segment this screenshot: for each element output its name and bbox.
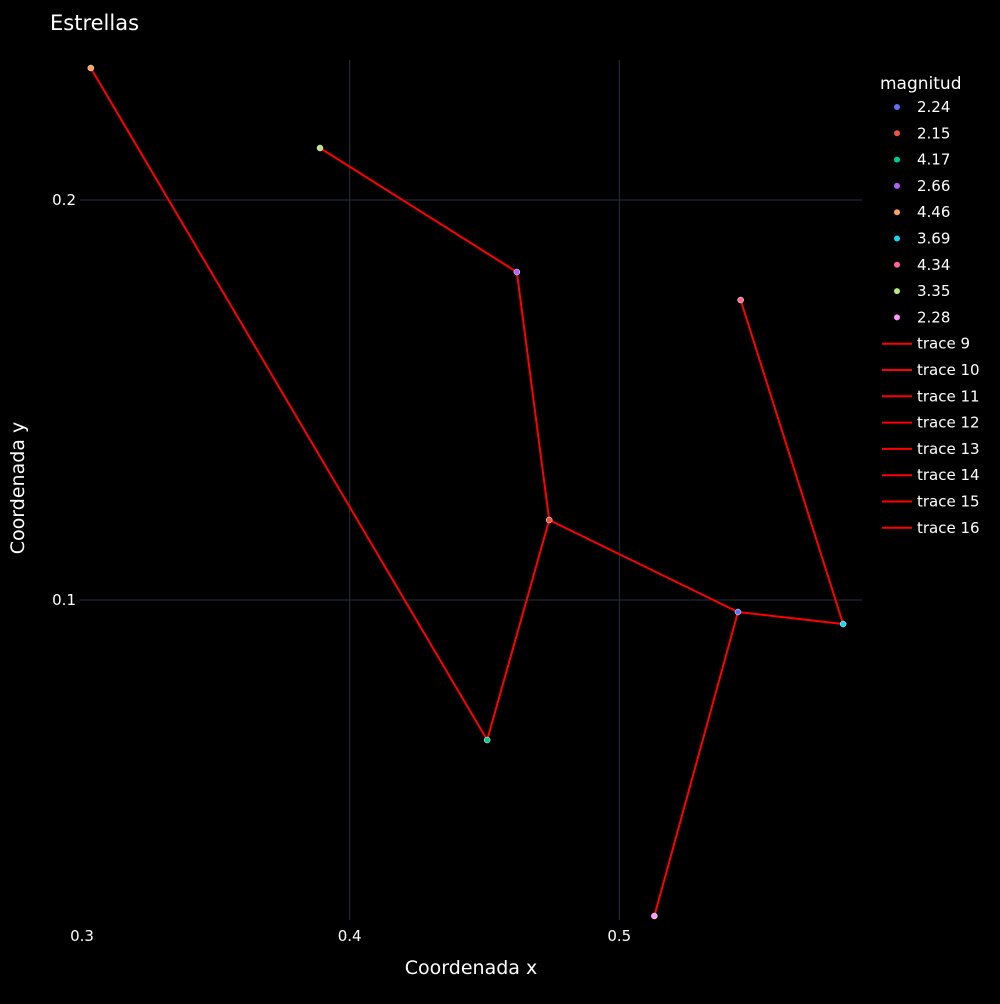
legend-item[interactable]: 2.66 bbox=[894, 177, 950, 195]
legend-item[interactable]: trace 16 bbox=[882, 519, 980, 537]
legend-label: 2.28 bbox=[917, 308, 950, 326]
trace-layer bbox=[89, 67, 845, 917]
y-tick-label: 0.1 bbox=[52, 591, 76, 609]
legend-marker bbox=[894, 130, 900, 137]
legend-label: 3.35 bbox=[917, 282, 950, 300]
legend-item[interactable]: trace 10 bbox=[882, 361, 980, 379]
legend-label: 2.24 bbox=[917, 98, 950, 116]
trace-line[interactable] bbox=[319, 147, 518, 273]
trace-line[interactable] bbox=[515, 271, 551, 521]
star-point[interactable] bbox=[545, 516, 553, 524]
legend-label: trace 10 bbox=[917, 361, 980, 379]
legend-item[interactable]: trace 9 bbox=[882, 335, 970, 353]
chart-title: Estrellas bbox=[50, 11, 139, 35]
legend-item[interactable]: 4.34 bbox=[894, 256, 950, 274]
legend-title: magnitud bbox=[880, 74, 962, 94]
legend-label: trace 15 bbox=[917, 493, 980, 511]
star-point[interactable] bbox=[483, 736, 491, 744]
legend-marker bbox=[894, 156, 900, 163]
legend-item[interactable]: trace 14 bbox=[882, 466, 980, 484]
x-axis-label: Coordenada x bbox=[405, 957, 537, 979]
legend-label: 2.15 bbox=[917, 124, 950, 142]
x-tick-label: 0.5 bbox=[607, 927, 631, 945]
legend-item[interactable]: trace 12 bbox=[882, 414, 980, 432]
y-axis-label: Coordenada y bbox=[7, 422, 29, 554]
star-point[interactable] bbox=[316, 144, 324, 152]
legend-item[interactable]: trace 15 bbox=[882, 493, 980, 511]
star-point[interactable] bbox=[734, 608, 742, 616]
legend-label: trace 9 bbox=[917, 335, 970, 353]
star-point[interactable] bbox=[839, 620, 847, 628]
legend-label: trace 13 bbox=[917, 440, 980, 458]
legend-marker bbox=[894, 182, 900, 189]
legend-marker bbox=[894, 314, 900, 321]
trace-line[interactable] bbox=[89, 67, 489, 741]
legend-item[interactable]: 4.46 bbox=[894, 203, 950, 221]
legend-label: 2.66 bbox=[917, 177, 950, 195]
legend-marker bbox=[894, 261, 900, 268]
legend-label: 4.34 bbox=[917, 256, 950, 274]
legend-item[interactable]: 2.15 bbox=[894, 124, 950, 142]
legend-label: trace 16 bbox=[917, 519, 980, 537]
legend-item[interactable]: trace 11 bbox=[882, 387, 980, 405]
trace-line[interactable] bbox=[739, 299, 845, 625]
legend-label: trace 14 bbox=[917, 466, 980, 484]
legend[interactable]: magnitud 2.24 2.15 4.17 2.66 4.46 3.69 4.34 3.3… bbox=[880, 74, 980, 537]
legend-label: 4.46 bbox=[917, 203, 950, 221]
legend-items: 2.24 2.15 4.17 2.66 4.46 3.69 4.34 3.35 2.28 trac… bbox=[882, 98, 980, 537]
y-tick-label: 0.2 bbox=[52, 191, 76, 209]
legend-item[interactable]: 2.24 bbox=[894, 98, 950, 116]
star-point[interactable] bbox=[651, 912, 658, 920]
legend-item[interactable]: 3.35 bbox=[894, 282, 950, 300]
legend-label: trace 12 bbox=[917, 414, 980, 432]
legend-marker bbox=[894, 288, 900, 295]
x-tick-label: 0.4 bbox=[338, 927, 362, 945]
legend-label: 3.69 bbox=[917, 230, 950, 248]
legend-marker bbox=[894, 209, 900, 216]
star-point[interactable] bbox=[87, 64, 95, 72]
point-layer bbox=[87, 64, 847, 920]
legend-item[interactable]: 3.69 bbox=[894, 230, 950, 248]
legend-label: 4.17 bbox=[917, 151, 950, 169]
legend-marker bbox=[894, 104, 900, 110]
x-tick-label: 0.3 bbox=[70, 927, 94, 945]
star-point[interactable] bbox=[513, 268, 521, 276]
tick-layer: 0.3 0.4 0.5 0.1 0.2 bbox=[52, 191, 631, 945]
trace-line[interactable] bbox=[486, 519, 551, 741]
legend-item[interactable]: 4.17 bbox=[894, 151, 950, 169]
trace-line[interactable] bbox=[737, 611, 844, 625]
trace-line[interactable] bbox=[548, 519, 739, 613]
legend-marker bbox=[894, 235, 900, 242]
legend-label: trace 11 bbox=[917, 387, 980, 405]
trace-line[interactable] bbox=[653, 611, 739, 917]
grid-layer bbox=[80, 60, 862, 920]
legend-item[interactable]: trace 13 bbox=[882, 440, 980, 458]
star-point[interactable] bbox=[737, 296, 744, 304]
legend-item[interactable]: 2.28 bbox=[894, 308, 950, 326]
